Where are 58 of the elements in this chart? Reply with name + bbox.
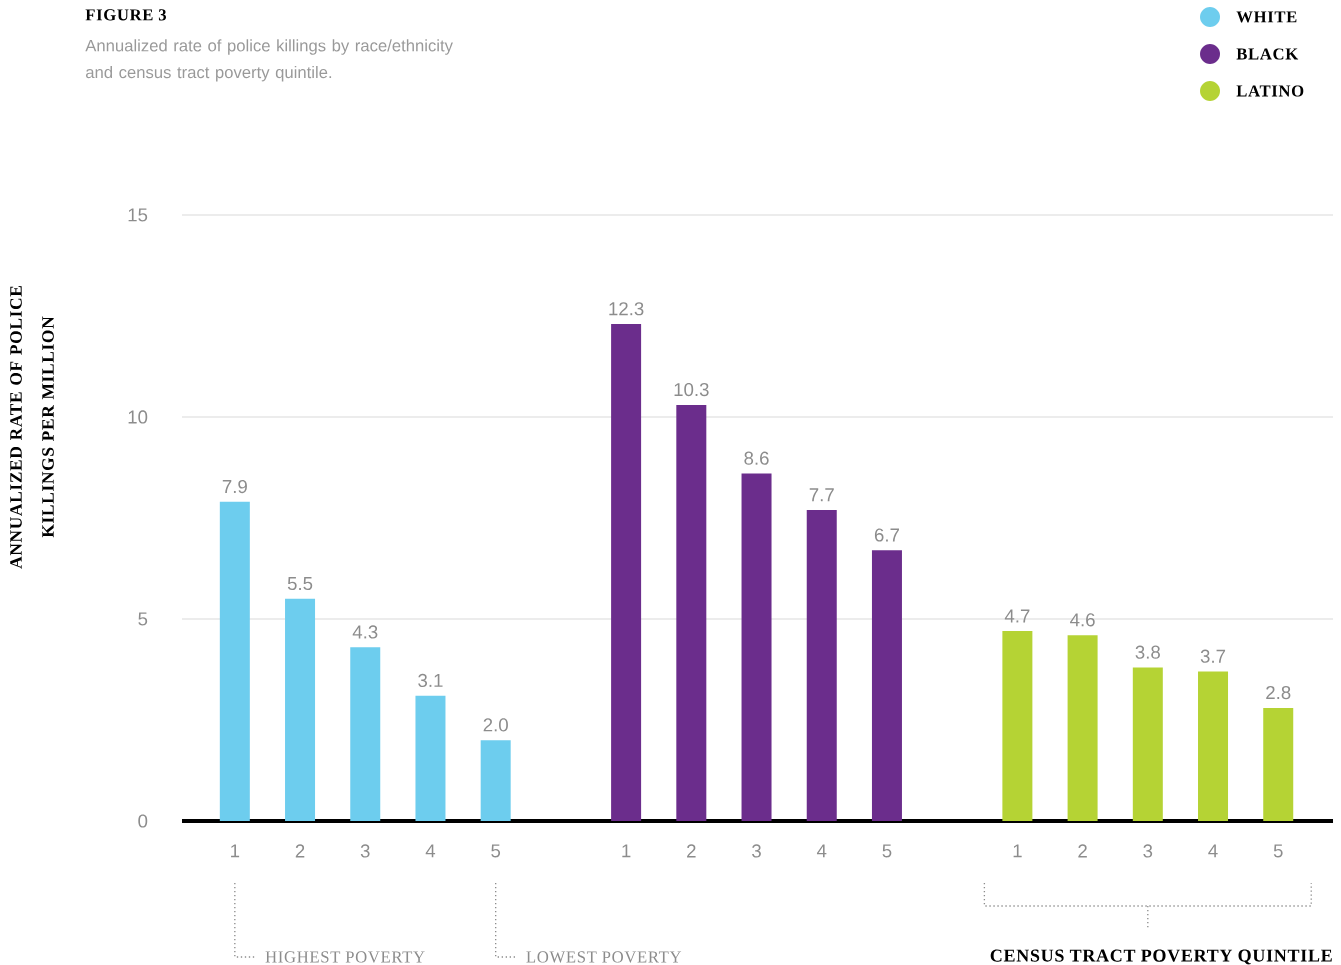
x-tick-label: 2 bbox=[295, 844, 305, 858]
text: CENSUS TRACT POVERTY QUINTILE bbox=[990, 949, 1332, 965]
x-tick-label: 1 bbox=[1013, 844, 1022, 858]
x-tick-label: 4 bbox=[1208, 844, 1218, 858]
bar bbox=[350, 647, 381, 821]
bar bbox=[676, 404, 707, 821]
x-tick-label: 5 bbox=[491, 844, 501, 858]
bar bbox=[741, 473, 772, 821]
bar bbox=[1002, 631, 1033, 821]
bar bbox=[1132, 667, 1163, 821]
data-label: 4.6 bbox=[1070, 613, 1095, 627]
bar bbox=[806, 509, 837, 821]
bar bbox=[1198, 671, 1229, 821]
y-axis-title: ANNUALIZED RATE OF POLICE KILLINGS PER MILLION bbox=[10, 286, 54, 569]
x-tick-label: 1 bbox=[622, 844, 631, 858]
legend-label: BLACK bbox=[1236, 48, 1299, 60]
data-label: 3.8 bbox=[1135, 645, 1160, 659]
x-tick-label: 2 bbox=[1078, 844, 1087, 858]
legend-label: LATINO bbox=[1236, 85, 1304, 97]
data-label: 3.1 bbox=[418, 673, 443, 688]
bar bbox=[285, 598, 316, 821]
data-label: 4.7 bbox=[1004, 609, 1030, 623]
x-tick-label: 1 bbox=[231, 844, 240, 858]
y-tick-label: 10 bbox=[128, 410, 148, 424]
x-tick-label: 5 bbox=[882, 844, 892, 858]
x-tick-label: 3 bbox=[752, 844, 761, 858]
data-label: 5.5 bbox=[287, 577, 313, 591]
data-label: 8.6 bbox=[744, 451, 769, 465]
bar bbox=[1067, 635, 1098, 821]
x-tick-label: 4 bbox=[816, 844, 827, 858]
bar bbox=[611, 324, 642, 821]
bar bbox=[219, 501, 250, 821]
legend-label: WHITE bbox=[1236, 11, 1297, 23]
chart-subtitle: Annualized rate of police killings by race/ethnicity and census tract poverty quintile. bbox=[85, 39, 453, 82]
chart-title: FIGURE 3 bbox=[85, 9, 167, 21]
x-tick-label: 4 bbox=[425, 844, 436, 858]
bar bbox=[1263, 707, 1294, 821]
bar bbox=[480, 740, 511, 821]
data-label: 10.3 bbox=[674, 382, 709, 397]
x-tick-label: 3 bbox=[1143, 844, 1153, 858]
x-tick-label: 2 bbox=[687, 844, 696, 858]
data-label: 4.3 bbox=[352, 625, 378, 639]
y-tick-label: 15 bbox=[128, 208, 148, 222]
data-label: 2.0 bbox=[483, 718, 508, 732]
data-label: 12.3 bbox=[609, 302, 644, 316]
data-label: 7.7 bbox=[809, 488, 834, 502]
text: LOWEST POVERTY bbox=[526, 951, 682, 963]
y-tick-label: 0 bbox=[138, 814, 148, 828]
bar bbox=[871, 550, 902, 821]
y-tick-label: 5 bbox=[138, 612, 148, 626]
data-label: 7.9 bbox=[222, 479, 247, 494]
x-tick-label: 3 bbox=[360, 844, 370, 858]
text: HIGHEST POVERTY bbox=[265, 951, 425, 963]
data-label: 2.8 bbox=[1266, 685, 1291, 700]
x-tick-label: 5 bbox=[1273, 844, 1283, 858]
data-label: 6.7 bbox=[874, 528, 899, 542]
data-label: 3.7 bbox=[1200, 649, 1226, 663]
bar bbox=[415, 695, 446, 821]
